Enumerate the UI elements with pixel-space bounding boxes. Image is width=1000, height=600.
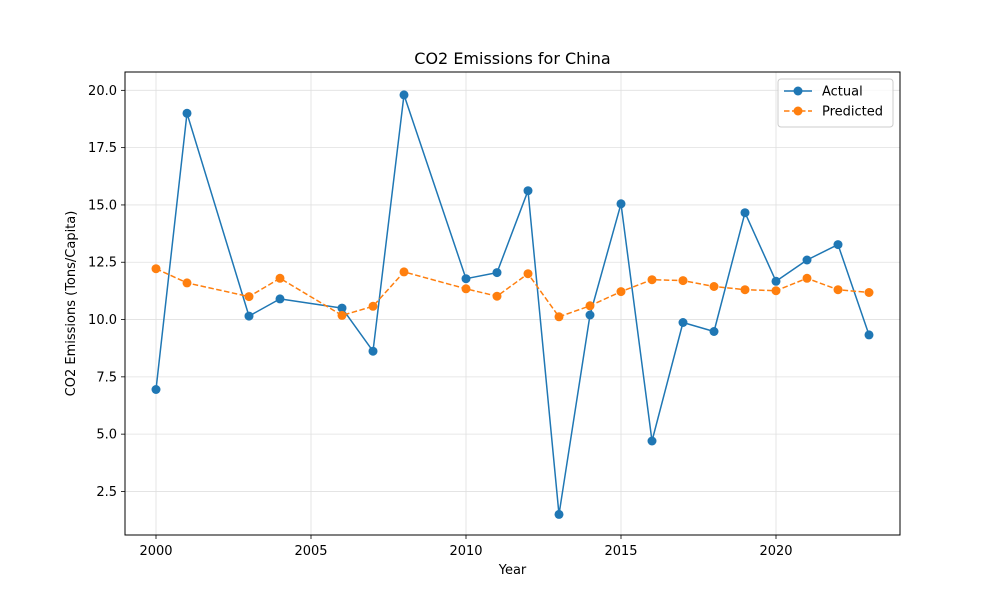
y-tick-label: 15.0 xyxy=(88,198,117,213)
predicted-data-point xyxy=(244,292,254,302)
predicted-data-point xyxy=(337,310,347,320)
predicted-data-point xyxy=(275,273,285,283)
actual-data-point xyxy=(802,255,812,265)
predicted-data-point xyxy=(585,301,595,311)
predicted-data-point xyxy=(151,264,161,274)
series-layer xyxy=(151,90,874,519)
x-tick-label: 2015 xyxy=(604,544,637,559)
actual-data-point xyxy=(492,268,502,278)
x-axis-label: Year xyxy=(498,563,527,578)
y-axis: 2.5 5.0 7.5 10.0 12.5 15.0 17.5 20.0 xyxy=(88,84,125,500)
legend-actual-label: Actual xyxy=(822,85,863,100)
predicted-data-point xyxy=(368,301,378,311)
predicted-data-point xyxy=(833,285,843,295)
actual-data-point xyxy=(647,436,657,446)
x-axis: 2000 2005 2010 2015 2020 xyxy=(139,535,793,559)
actual-data-point xyxy=(275,294,285,304)
predicted-data-point xyxy=(554,312,564,322)
actual-data-point xyxy=(833,240,843,250)
x-tick-label: 2010 xyxy=(449,544,482,559)
x-tick-label: 2005 xyxy=(294,544,327,559)
y-tick-label: 7.5 xyxy=(96,370,117,385)
predicted-data-point xyxy=(771,286,781,296)
y-tick-label: 10.0 xyxy=(88,313,117,328)
grid xyxy=(125,72,900,535)
actual-data-point xyxy=(740,208,750,218)
legend-predicted-label: Predicted xyxy=(822,105,883,120)
actual-data-point xyxy=(616,199,626,209)
x-tick-label: 2000 xyxy=(139,544,172,559)
actual-data-point xyxy=(554,509,564,519)
legend: Actual Predicted xyxy=(777,78,894,128)
actual-data-point xyxy=(244,311,254,321)
actual-data-point xyxy=(151,385,161,394)
y-tick-label: 12.5 xyxy=(88,256,117,271)
y-tick-label: 5.0 xyxy=(96,428,117,443)
actual-data-point xyxy=(337,303,347,313)
actual-data-point xyxy=(709,327,719,336)
predicted-data-point xyxy=(647,275,657,285)
predicted-data-point xyxy=(399,267,409,277)
y-tick-label: 20.0 xyxy=(88,84,117,99)
predicted-data-point xyxy=(864,288,874,297)
predicted-data-point xyxy=(802,273,812,283)
predicted-data-point xyxy=(616,287,626,297)
legend-predicted-marker xyxy=(793,106,803,116)
actual-data-point xyxy=(585,310,595,320)
chart-title: CO2 Emissions for China xyxy=(414,49,610,68)
actual-data-point xyxy=(399,90,409,100)
actual-data-point xyxy=(523,186,533,196)
x-tick-label: 2020 xyxy=(759,544,792,559)
plot-frame xyxy=(124,71,901,536)
actual-data-point xyxy=(182,108,192,118)
actual-data-point xyxy=(864,330,874,340)
actual-data-point xyxy=(678,318,688,327)
predicted-data-point xyxy=(678,276,688,286)
predicted-data-point xyxy=(182,278,192,288)
y-tick-label: 2.5 xyxy=(96,485,117,500)
predicted-data-point xyxy=(461,284,471,294)
y-axis-label: CO2 Emissions (Tons/Capita) xyxy=(64,211,79,397)
actual-data-point xyxy=(368,346,378,356)
predicted-data-point xyxy=(523,269,533,279)
legend-actual-marker xyxy=(793,86,803,96)
actual-data-point xyxy=(461,274,471,284)
predicted-data-point xyxy=(492,291,502,301)
predicted-data-point xyxy=(740,285,750,295)
y-tick-label: 17.5 xyxy=(88,141,117,156)
predicted-data-point xyxy=(709,282,719,291)
actual-data-point xyxy=(771,276,781,286)
